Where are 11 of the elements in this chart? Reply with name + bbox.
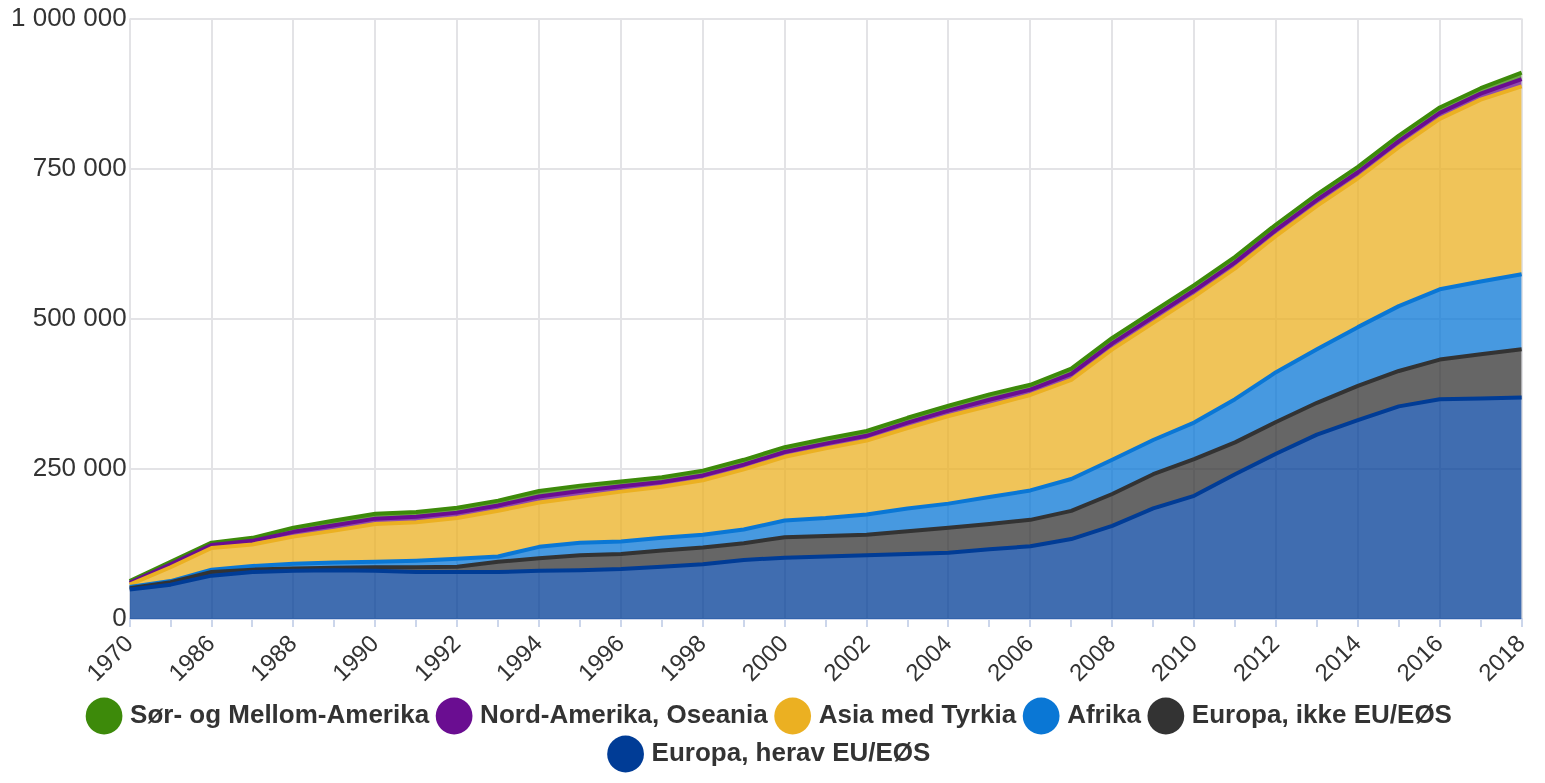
y-tick-label: 1 000 000 (11, 1, 127, 32)
legend-label: Asia med Tyrkia (818, 699, 1017, 730)
legend-label: Sør- og Mellom-Amerika (130, 699, 430, 730)
legend-label: Europa, herav EU/EØS (651, 737, 931, 768)
legend-label: Afrika (1067, 699, 1142, 730)
y-tick-label: 250 000 (32, 451, 127, 482)
y-tick-label: 500 000 (32, 301, 127, 332)
legend-label: Nord-Amerika, Oseania (480, 699, 769, 730)
legend-label: Europa, ikke EU/EØS (1191, 699, 1452, 730)
y-tick-label: 750 000 (32, 151, 127, 182)
y-tick-label: 0 (112, 602, 127, 633)
